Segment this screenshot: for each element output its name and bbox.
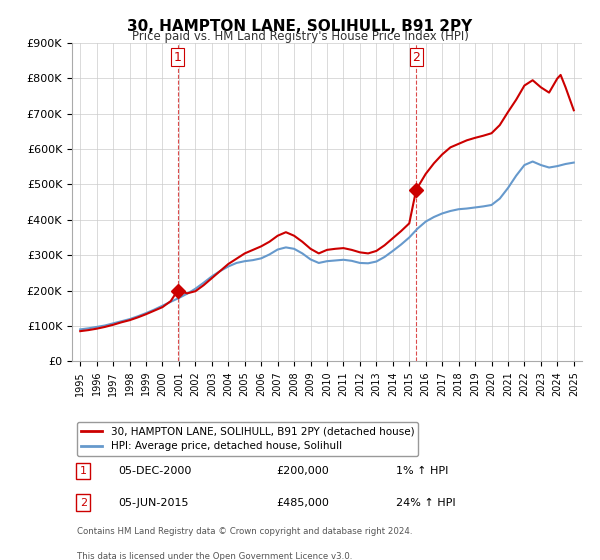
Text: Contains HM Land Registry data © Crown copyright and database right 2024.: Contains HM Land Registry data © Crown c…: [77, 527, 413, 536]
Text: This data is licensed under the Open Government Licence v3.0.: This data is licensed under the Open Gov…: [77, 552, 352, 560]
Text: 05-JUN-2015: 05-JUN-2015: [118, 498, 188, 508]
Text: 2: 2: [412, 51, 420, 64]
Text: 2: 2: [80, 498, 87, 508]
Text: 1: 1: [173, 51, 182, 64]
Text: 1: 1: [80, 466, 87, 476]
Text: £485,000: £485,000: [276, 498, 329, 508]
Text: 1% ↑ HPI: 1% ↑ HPI: [396, 466, 448, 476]
Text: 24% ↑ HPI: 24% ↑ HPI: [396, 498, 455, 508]
Text: Price paid vs. HM Land Registry's House Price Index (HPI): Price paid vs. HM Land Registry's House …: [131, 30, 469, 43]
Text: £200,000: £200,000: [276, 466, 329, 476]
Legend: 30, HAMPTON LANE, SOLIHULL, B91 2PY (detached house), HPI: Average price, detach: 30, HAMPTON LANE, SOLIHULL, B91 2PY (det…: [77, 422, 418, 456]
Text: 05-DEC-2000: 05-DEC-2000: [118, 466, 191, 476]
Text: 30, HAMPTON LANE, SOLIHULL, B91 2PY: 30, HAMPTON LANE, SOLIHULL, B91 2PY: [127, 19, 473, 34]
